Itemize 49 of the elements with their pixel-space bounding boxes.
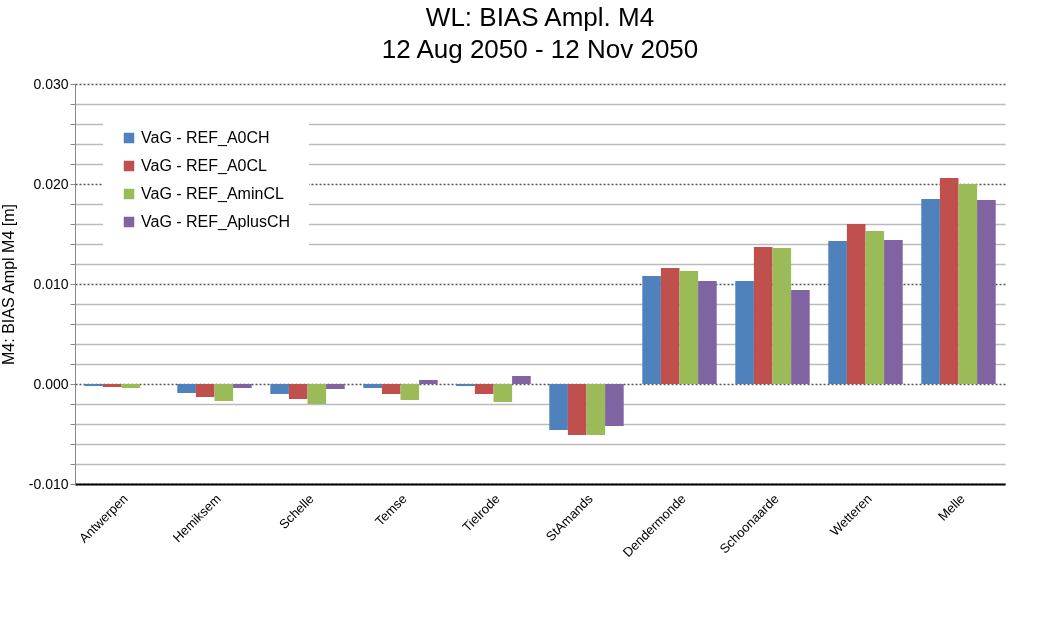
bar: [493, 384, 513, 402]
y-tick-label: 0.000: [33, 375, 69, 392]
legend-label: VaG - REF_A0CH: [141, 129, 270, 147]
bar: [288, 384, 308, 399]
bar: [753, 247, 773, 384]
bar: [828, 241, 847, 384]
bar: [921, 199, 940, 384]
bar: [567, 384, 587, 435]
bar: [363, 384, 382, 388]
bar: [326, 384, 345, 389]
legend-label: VaG - REF_AplusCH: [141, 213, 291, 231]
y-tick-label: 0.020: [33, 175, 69, 192]
y-tick-label: 0.030: [33, 75, 69, 92]
bar: [605, 384, 624, 426]
chart-title: WL: BIAS Ampl. M4: [425, 2, 655, 32]
legend-label: VaG - REF_A0CL: [141, 157, 268, 175]
bar: [791, 290, 810, 384]
bar: [195, 384, 215, 397]
bar: [233, 384, 252, 388]
bar: [270, 384, 289, 394]
bar: [512, 376, 531, 384]
bar: [400, 384, 420, 400]
bar: [846, 224, 866, 384]
bar: [865, 231, 885, 384]
bar: [177, 384, 196, 393]
bar: [307, 384, 327, 404]
bar: [735, 281, 754, 384]
bar: [549, 384, 568, 430]
bar: [586, 384, 606, 435]
bar: [419, 380, 438, 384]
y-tick-label: 0.010: [33, 275, 69, 292]
y-axis-title: M4: BIAS Ampl M4 [m]: [0, 204, 17, 365]
bar: [102, 384, 122, 387]
bar: [698, 281, 717, 384]
bar: [660, 268, 680, 384]
legend-label: VaG - REF_AminCL: [141, 185, 284, 203]
bar: [121, 384, 141, 388]
bar: [474, 384, 494, 394]
bar: [381, 384, 401, 394]
bar: [884, 240, 903, 384]
bar: [679, 271, 699, 384]
bar: [214, 384, 234, 401]
bar: [958, 184, 978, 384]
bar: [772, 248, 792, 384]
bar: [939, 178, 959, 384]
bar: [642, 276, 661, 384]
chart-subtitle: 12 Aug 2050 - 12 Nov 2050: [381, 34, 699, 64]
y-tick-label: -0.010: [28, 475, 69, 492]
bar: [977, 200, 996, 384]
